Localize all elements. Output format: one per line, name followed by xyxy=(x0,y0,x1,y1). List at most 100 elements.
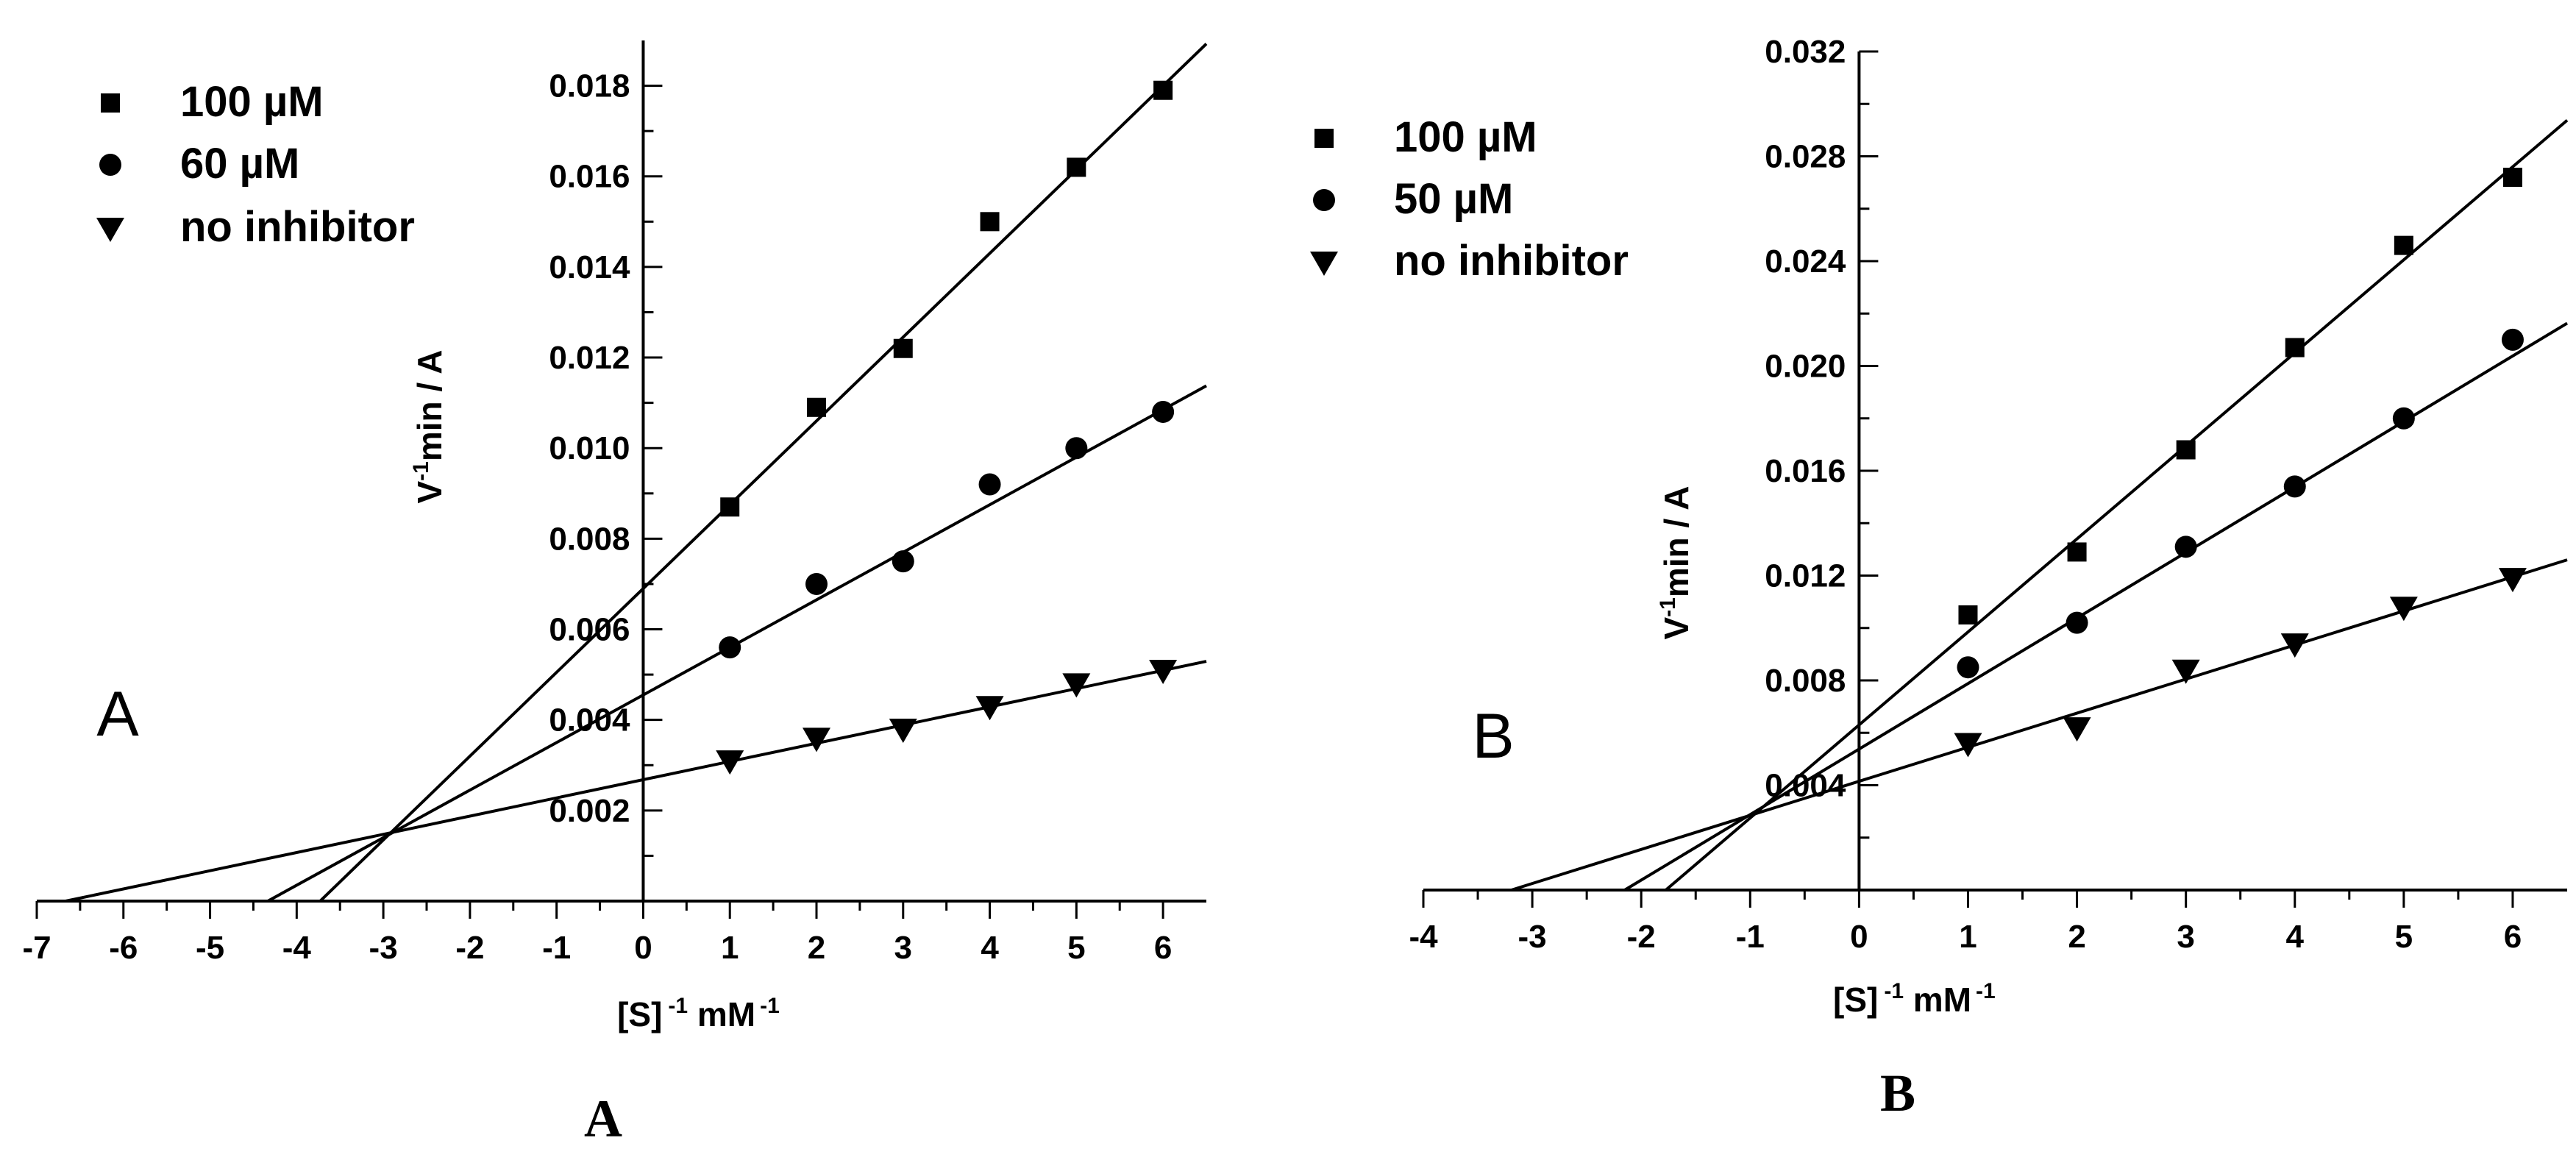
legend-marker xyxy=(1313,189,1335,211)
series-triangle-down xyxy=(1511,558,2568,892)
legend-label: 100 µM xyxy=(180,78,324,126)
x-tick-label: -7 xyxy=(22,930,51,966)
x-tick-label: -4 xyxy=(282,930,312,966)
y-tick-label: 0.014 xyxy=(549,249,630,285)
y-axis-title: V-1min / A xyxy=(1656,485,1696,639)
x-tick-label: 6 xyxy=(1154,930,1172,966)
series-circle xyxy=(267,384,1207,903)
y-axis-title-sup: -1 xyxy=(1656,597,1680,617)
data-point xyxy=(2171,659,2200,684)
data-point xyxy=(1954,733,1982,758)
legend-marker xyxy=(1310,252,1338,276)
data-point xyxy=(1153,80,1173,100)
data-point xyxy=(2392,407,2415,430)
fit-line xyxy=(1511,558,2568,892)
data-point xyxy=(892,550,914,573)
data-point xyxy=(716,750,744,775)
y-axis-title-main: V xyxy=(410,481,449,504)
legend-label: 60 µM xyxy=(180,140,299,188)
legend-marker xyxy=(101,93,120,113)
x-axis-title-sup: -1 xyxy=(668,994,688,1018)
x-tick-label: 4 xyxy=(2286,919,2305,955)
data-point xyxy=(805,572,828,595)
data-point xyxy=(803,727,830,752)
series-square xyxy=(319,43,1208,903)
y-axis-title-sup: -1 xyxy=(409,461,433,481)
x-axis-title-sup: -1 xyxy=(1976,979,1996,1003)
y-tick-label: 0.028 xyxy=(1765,139,1846,175)
fit-line xyxy=(1665,118,2569,892)
x-tick-label: -3 xyxy=(1518,919,1547,955)
x-tick-label: 3 xyxy=(2177,919,2194,955)
x-tick-label: 0 xyxy=(634,930,652,966)
legend-marker xyxy=(96,218,124,242)
x-axis-title-main: [S] xyxy=(617,995,662,1033)
x-tick-label: 2 xyxy=(808,930,825,966)
x-tick-label: -3 xyxy=(369,930,398,966)
data-point xyxy=(893,338,913,358)
y-tick-label: 0.024 xyxy=(1765,243,1846,280)
data-point xyxy=(2389,597,2418,622)
fit-line xyxy=(65,660,1207,903)
data-point xyxy=(889,719,917,743)
x-tick-label: -2 xyxy=(1627,919,1656,955)
x-tick-label: -2 xyxy=(455,930,484,966)
x-axis-title: [S] -1 mM -1 xyxy=(617,994,780,1033)
x-tick-label: -1 xyxy=(1736,919,1765,955)
x-tick-label: 6 xyxy=(2504,919,2522,955)
y-tick-label: 0.020 xyxy=(1765,349,1846,385)
x-tick-label: 5 xyxy=(1067,930,1085,966)
data-point xyxy=(980,212,1000,232)
y-axis-title-main: V xyxy=(1657,617,1696,640)
y-axis-title-rest: min / A xyxy=(410,349,449,461)
x-tick-label: -4 xyxy=(1409,919,1438,955)
x-tick-label: 5 xyxy=(2395,919,2413,955)
series-square xyxy=(1665,118,2569,892)
x-tick-label: 4 xyxy=(981,930,999,966)
data-point xyxy=(2067,542,2087,562)
series-triangle-down xyxy=(65,659,1207,903)
y-tick-label: 0.002 xyxy=(549,793,630,829)
data-point xyxy=(1958,605,1978,625)
data-point xyxy=(807,397,826,417)
y-axis-title-rest: min / A xyxy=(1657,485,1696,597)
data-point xyxy=(978,473,1001,496)
y-tick-label: 0.012 xyxy=(1765,558,1846,594)
x-tick-label: 1 xyxy=(1959,919,1977,955)
y-axis-title: V-1min / A xyxy=(409,349,449,503)
y-tick-label: 0.008 xyxy=(549,521,630,557)
legend-label: 50 µM xyxy=(1394,175,1513,223)
data-point xyxy=(2063,717,2091,742)
legend-label: no inhibitor xyxy=(180,203,415,251)
x-tick-label: 0 xyxy=(1850,919,1868,955)
legend-label: no inhibitor xyxy=(1394,237,1629,285)
x-axis-title-main: [S] xyxy=(1833,981,1878,1019)
y-tick-label: 0.018 xyxy=(549,68,630,104)
data-point xyxy=(2498,568,2527,593)
data-point xyxy=(1067,157,1086,177)
legend-marker xyxy=(1314,129,1334,148)
legend-marker xyxy=(99,154,121,176)
data-point xyxy=(2066,611,2088,634)
chart-panel-b: -4 -3 -2 -1 0 1 2 3 4 5 60.0040.0080.0120.0160.020… xyxy=(1310,34,2569,1122)
data-point xyxy=(1062,673,1091,698)
x-tick-label: -1 xyxy=(542,930,571,966)
data-point xyxy=(720,497,740,517)
y-tick-label: 0.032 xyxy=(1765,34,1846,70)
data-point xyxy=(1152,400,1175,423)
data-point xyxy=(719,636,741,659)
x-axis-title-sup: -1 xyxy=(1884,979,1904,1003)
panel-caption: B xyxy=(1880,1064,1915,1122)
chart-panel-a: -7 -6 -5 -4 -3 -2 -1 0 1 2 3 4 5 60.0020.0040.0060.00… xyxy=(22,40,1208,1148)
x-axis-title-unit: mM xyxy=(688,995,755,1033)
data-point xyxy=(2283,475,2306,498)
data-point xyxy=(2176,440,2196,460)
data-point xyxy=(975,696,1004,721)
x-tick-label: -6 xyxy=(109,930,138,966)
x-tick-label: 2 xyxy=(2068,919,2085,955)
data-point xyxy=(2501,328,2524,351)
fit-line xyxy=(319,43,1208,903)
data-point xyxy=(2174,535,2197,558)
data-point xyxy=(2285,338,2305,357)
